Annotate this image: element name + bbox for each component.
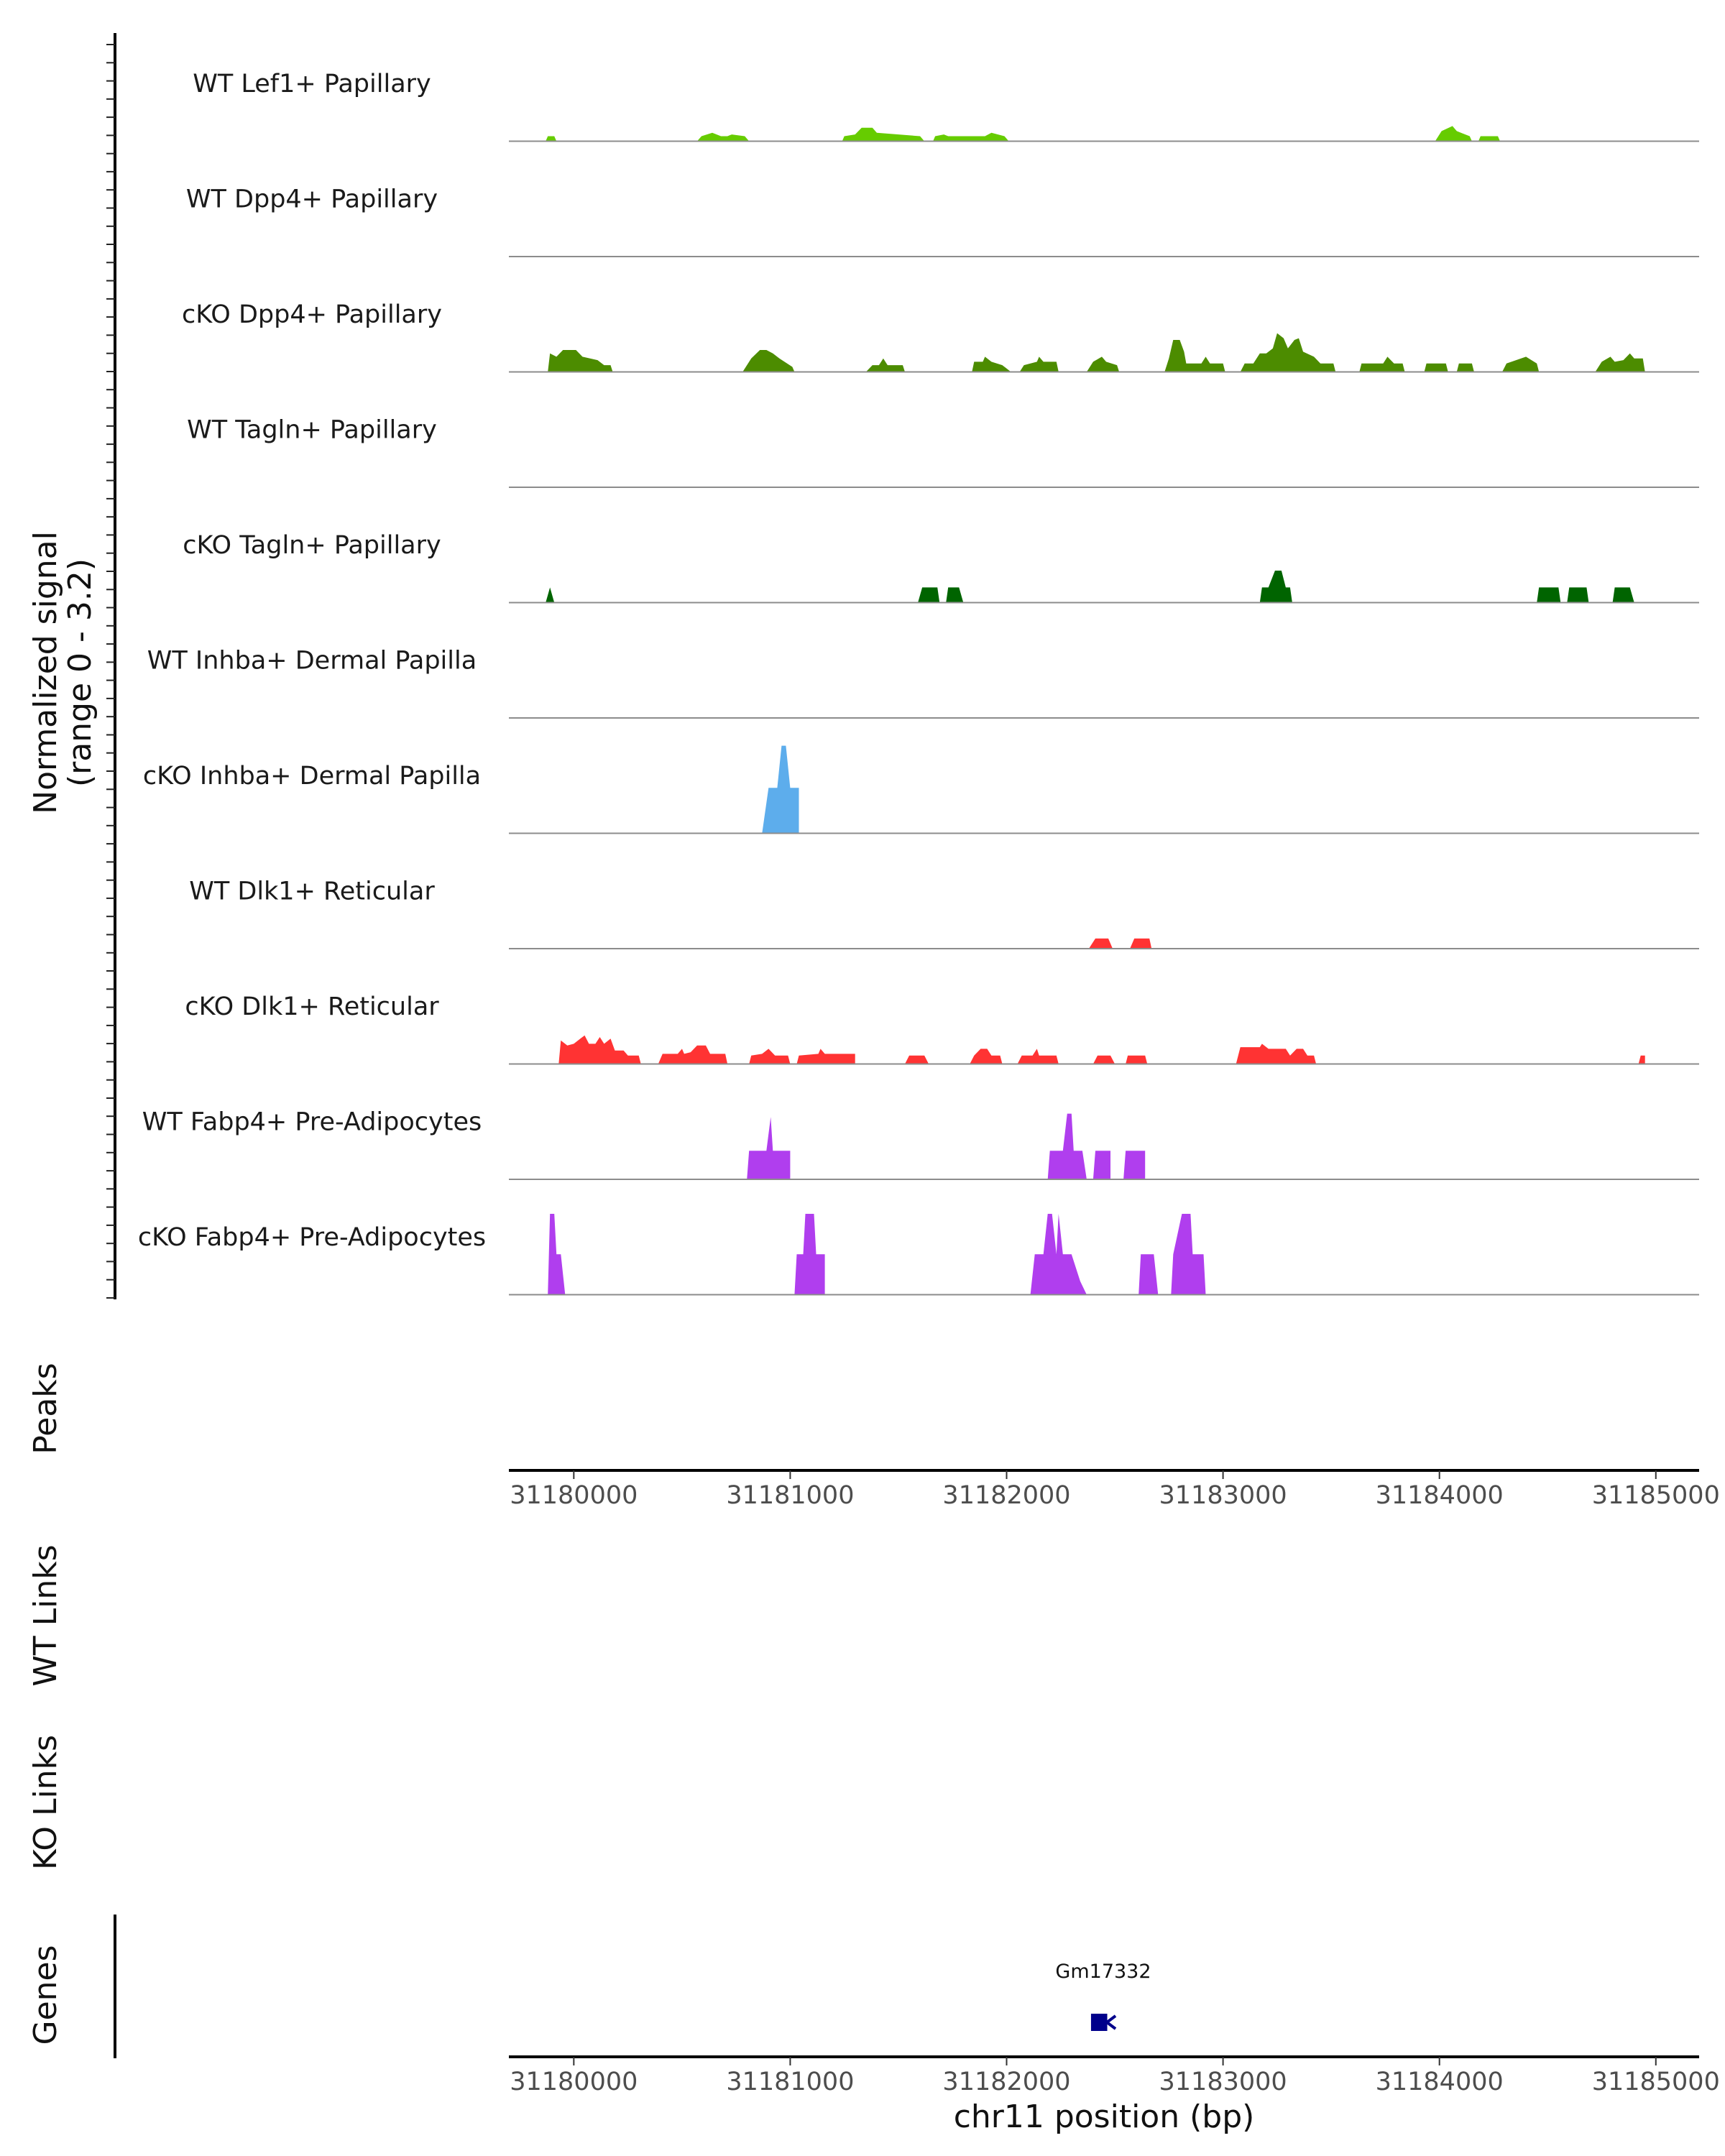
track-cko-dpp4-papillary: cKO Dpp4+ Papillary xyxy=(182,300,1699,373)
gene-label: Gm17332 xyxy=(1055,1961,1151,1983)
gene-strand-arrow xyxy=(1104,2014,1117,2030)
track-label: WT Tagln+ Papillary xyxy=(187,416,437,445)
track-wt-inhba-dermal-papilla: WT Inhba+ Dermal Papilla xyxy=(147,647,1699,719)
signal-area xyxy=(762,745,799,834)
genes-panel-label: Genes xyxy=(27,1945,64,2045)
peaks-x-axis: 31180000 31181000 31182000 31183000 31184000… xyxy=(509,1469,1720,1510)
signal-area xyxy=(558,1035,1645,1064)
left-axis-group xyxy=(106,33,116,1299)
track-wt-fabp4-pre-adipocytes: WT Fabp4+ Pre-Adipocytes xyxy=(142,1108,1699,1180)
peaks-panel-label: Peaks xyxy=(27,1363,64,1454)
y-axis-label: Normalized signal xyxy=(27,531,64,814)
x-tick-label: 31184000 xyxy=(1376,1481,1504,1510)
track-wt-lef1-papillary: WT Lef1+ Papillary xyxy=(193,70,1699,142)
peaks-panel: Peaks xyxy=(27,1363,64,1454)
ko-links-panel-label: KO Links xyxy=(27,1735,64,1870)
track-cko-inhba-dermal-papilla: cKO Inhba+ Dermal Papilla xyxy=(143,745,1699,834)
track-label: WT Lef1+ Papillary xyxy=(193,70,431,98)
track-cko-dlk1-reticular: cKO Dlk1+ Reticular xyxy=(185,992,1699,1065)
x-tick-label: 31183000 xyxy=(1159,1481,1287,1510)
track-label: WT Inhba+ Dermal Papilla xyxy=(147,647,477,676)
x-tick-label: 31182000 xyxy=(942,1481,1070,1510)
wt-links-panel: WT Links xyxy=(27,1544,64,1686)
gene-exon xyxy=(1090,2014,1108,2031)
genes-panel: Genes Gm17332 xyxy=(27,1915,1151,2058)
signal-area xyxy=(548,1214,1206,1295)
track-wt-dpp4-papillary: WT Dpp4+ Papillary xyxy=(186,185,1699,257)
x-tick-label: 31181000 xyxy=(726,1481,854,1510)
track-wt-dlk1-reticular: WT Dlk1+ Reticular xyxy=(189,877,1699,949)
signal-tracks: WT Lef1+ Papillary WT Dpp4+ Papillary cKO … xyxy=(138,70,1699,1296)
track-label: cKO Tagln+ Papillary xyxy=(183,531,441,560)
signal-area xyxy=(546,126,1501,142)
x-tick-label: 31185000 xyxy=(1592,2068,1720,2096)
track-label: cKO Inhba+ Dermal Papilla xyxy=(143,762,481,791)
signal-area xyxy=(548,333,1645,372)
x-tick-label: 31183000 xyxy=(1159,2068,1287,2096)
signal-area xyxy=(747,1113,1146,1179)
track-cko-fabp4-pre-adipocytes: cKO Fabp4+ Pre-Adipocytes xyxy=(138,1214,1699,1296)
track-cko-tagln-papillary: cKO Tagln+ Papillary xyxy=(183,531,1699,604)
signal-area xyxy=(1088,938,1152,949)
track-label: cKO Dpp4+ Papillary xyxy=(182,300,442,329)
x-tick-label: 31180000 xyxy=(510,1481,638,1510)
track-wt-tagln-papillary: WT Tagln+ Papillary xyxy=(187,416,1699,488)
ko-links-panel: KO Links xyxy=(27,1735,64,1870)
signal-area xyxy=(546,571,1634,603)
wt-links-panel-label: WT Links xyxy=(27,1544,64,1686)
x-tick-label: 31180000 xyxy=(510,2068,638,2096)
x-axis-label: chr11 position (bp) xyxy=(954,2099,1255,2135)
track-label: cKO Fabp4+ Pre-Adipocytes xyxy=(138,1223,486,1252)
y-axis-range-label: (range 0 - 3.2) xyxy=(62,558,98,787)
x-tick-label: 31182000 xyxy=(942,2068,1070,2096)
track-label: cKO Dlk1+ Reticular xyxy=(185,992,439,1021)
gene-gm17332: Gm17332 xyxy=(1055,1961,1151,2031)
x-tick-label: 31185000 xyxy=(1592,1481,1720,1510)
track-label: WT Dpp4+ Papillary xyxy=(186,185,438,214)
track-label: WT Fabp4+ Pre-Adipocytes xyxy=(142,1108,482,1137)
track-label: WT Dlk1+ Reticular xyxy=(189,877,435,906)
x-tick-label: 31184000 xyxy=(1376,2068,1504,2096)
y-axis-title: Normalized signal (range 0 - 3.2) xyxy=(27,531,98,814)
bottom-x-axis: 31180000 31181000 31182000 31183000 31184000… xyxy=(509,2055,1720,2096)
x-tick-label: 31181000 xyxy=(726,2068,854,2096)
